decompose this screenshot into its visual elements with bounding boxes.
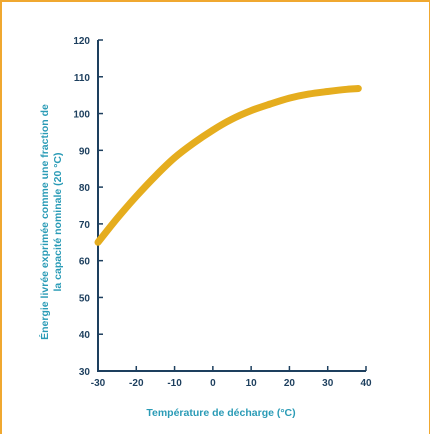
x-tick-label: 20 xyxy=(284,378,296,389)
y-axis-title: Énergie livrée exprimée comme une fracti… xyxy=(38,104,64,340)
x-tick-label: -20 xyxy=(129,378,144,389)
x-axis-title: Température de décharge (°C) xyxy=(146,407,295,419)
x-ticks: -30 -20 -10 0 10 20 30 40 xyxy=(91,366,372,389)
x-tick-label: 0 xyxy=(210,378,216,389)
y-tick-label: 50 xyxy=(79,293,91,304)
y-tick-label: 120 xyxy=(73,36,90,47)
x-tick-label: 30 xyxy=(322,378,334,389)
series-line xyxy=(94,85,362,246)
y-axis-title-line-1: Énergie livrée exprimée comme une fracti… xyxy=(38,104,51,340)
y-tick-label: 100 xyxy=(73,110,90,121)
y-tick-label: 40 xyxy=(79,330,91,341)
y-tick-label: 70 xyxy=(79,220,91,231)
y-tick-label: 60 xyxy=(79,257,91,268)
y-axis-title-line-2: la capacité nominale (20 °C) xyxy=(52,153,64,292)
x-tick-label: -10 xyxy=(167,378,182,389)
x-tick-label: -30 xyxy=(91,378,106,389)
y-tick-label: 90 xyxy=(79,146,91,157)
y-tick-label: 30 xyxy=(79,367,91,378)
y-ticks: 30 40 50 60 70 80 90 100 110 120 xyxy=(73,36,103,378)
y-tick-label: 80 xyxy=(79,183,91,194)
y-tick-label: 110 xyxy=(74,73,91,84)
x-tick-label: 40 xyxy=(360,378,372,389)
x-tick-label: 10 xyxy=(246,378,258,389)
